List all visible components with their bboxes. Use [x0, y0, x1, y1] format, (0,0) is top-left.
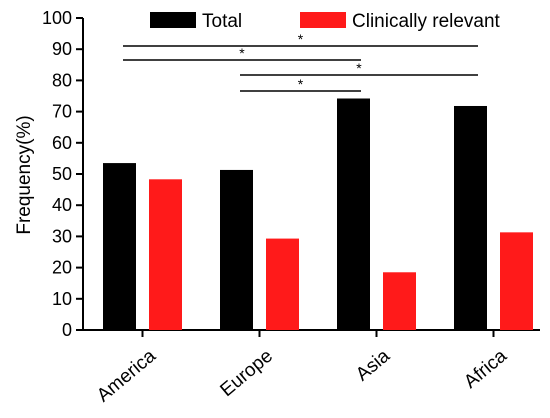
x-category-label: Africa — [460, 345, 511, 393]
bar — [454, 105, 487, 330]
bar — [337, 98, 370, 330]
bar — [220, 169, 253, 330]
y-axis-ticks: 0 10 20 30 40 50 60 70 80 90 100 — [42, 8, 83, 340]
bar — [266, 238, 299, 330]
significance-star: * — [239, 45, 245, 61]
bar — [383, 272, 416, 330]
y-tick-label: 0 — [62, 320, 72, 340]
x-category-label: Europe — [216, 346, 276, 401]
y-tick-label: 40 — [52, 195, 72, 215]
significance-brackets: * * * * — [123, 31, 478, 92]
legend-swatch — [150, 12, 196, 28]
x-axis-labels: America Europe Asia Africa — [93, 330, 511, 406]
bar — [149, 179, 182, 330]
y-tick-label: 30 — [52, 226, 72, 246]
y-tick-label: 80 — [52, 70, 72, 90]
legend-label: Total — [202, 11, 242, 32]
bars — [103, 98, 533, 330]
y-tick-label: 70 — [52, 102, 72, 122]
significance-star: * — [298, 76, 304, 92]
legend: Total Clinically relevant — [150, 11, 501, 32]
y-tick-label: 90 — [52, 39, 72, 59]
y-axis-label: Frequency(%) — [14, 115, 35, 234]
y-tick-label: 60 — [52, 133, 72, 153]
y-tick-label: 50 — [52, 164, 72, 184]
legend-swatch — [300, 12, 346, 28]
x-category-label: America — [93, 345, 160, 406]
bar — [500, 232, 533, 330]
y-tick-label: 10 — [52, 289, 72, 309]
y-tick-label: 100 — [42, 8, 72, 28]
significance-star: * — [356, 60, 362, 76]
bar — [103, 163, 136, 330]
significance-star: * — [298, 31, 304, 47]
legend-label: Clinically relevant — [352, 11, 501, 32]
x-category-label: Asia — [352, 345, 394, 385]
y-tick-label: 20 — [52, 258, 72, 278]
